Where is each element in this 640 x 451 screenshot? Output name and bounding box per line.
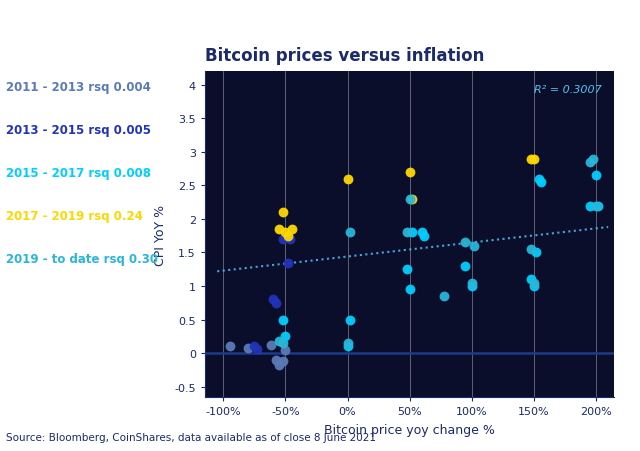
Point (593, 202, 604, 210)
Point (225, 343, 235, 350)
Point (278, 209, 288, 216)
Text: R² = 0.3007: R² = 0.3007 (534, 85, 602, 95)
Point (404, 286, 415, 293)
Point (274, 362, 284, 369)
Point (536, 179, 547, 186)
Point (271, 299, 281, 307)
Point (243, 345, 253, 352)
Point (278, 236, 288, 243)
Point (274, 226, 284, 233)
Text: 2019 - to date rsq 0.30: 2019 - to date rsq 0.30 (6, 253, 159, 266)
Y-axis label: CPI YoY %: CPI YoY % (154, 204, 167, 265)
Point (280, 229, 291, 236)
Point (278, 316, 288, 323)
Point (439, 293, 449, 300)
Text: 2015 - 2017 rsq 0.008: 2015 - 2017 rsq 0.008 (6, 167, 152, 180)
Point (469, 243, 479, 250)
Point (278, 358, 288, 365)
Point (342, 343, 353, 350)
Point (531, 249, 541, 257)
Point (588, 156, 598, 163)
Point (250, 343, 260, 350)
Text: Bitcoin prices versus inflation: Bitcoin prices versus inflation (205, 47, 484, 65)
Point (534, 176, 544, 183)
Point (345, 316, 355, 323)
Point (460, 263, 470, 270)
Point (417, 229, 427, 236)
Point (287, 226, 297, 233)
Point (529, 156, 539, 163)
Point (407, 196, 417, 203)
Point (342, 340, 353, 347)
X-axis label: Bitcoin price yoy change %: Bitcoin price yoy change % (324, 423, 495, 436)
Point (345, 229, 355, 236)
Point (268, 296, 278, 304)
Point (529, 283, 539, 290)
Point (402, 229, 412, 236)
Point (529, 280, 539, 287)
Point (402, 266, 412, 273)
Point (419, 233, 429, 240)
Point (280, 333, 291, 340)
Text: Source: Bloomberg, CoinShares, data available as of close 8 June 2021: Source: Bloomberg, CoinShares, data avai… (6, 432, 376, 442)
Point (280, 346, 291, 354)
Point (283, 233, 293, 240)
Point (271, 356, 281, 364)
Point (407, 229, 417, 236)
Point (591, 202, 601, 210)
Point (278, 340, 288, 347)
Point (584, 159, 595, 166)
Text: 2011 - 2013 rsq 0.004: 2011 - 2013 rsq 0.004 (6, 81, 151, 94)
Point (274, 338, 284, 345)
Point (283, 259, 293, 267)
Point (252, 346, 262, 353)
Text: 2017 - 2019 rsq 0.24: 2017 - 2019 rsq 0.24 (6, 210, 143, 223)
Point (285, 236, 296, 243)
Point (280, 235, 291, 242)
Point (342, 176, 353, 183)
Point (460, 239, 470, 247)
Text: 2013 - 2015 rsq 0.005: 2013 - 2015 rsq 0.005 (6, 124, 152, 137)
Point (404, 196, 415, 203)
Point (591, 172, 601, 179)
Point (584, 202, 595, 210)
Point (467, 280, 477, 287)
Point (526, 246, 536, 253)
Point (526, 156, 536, 163)
Point (526, 276, 536, 283)
Point (467, 283, 477, 290)
Point (266, 342, 276, 349)
Point (404, 169, 415, 176)
